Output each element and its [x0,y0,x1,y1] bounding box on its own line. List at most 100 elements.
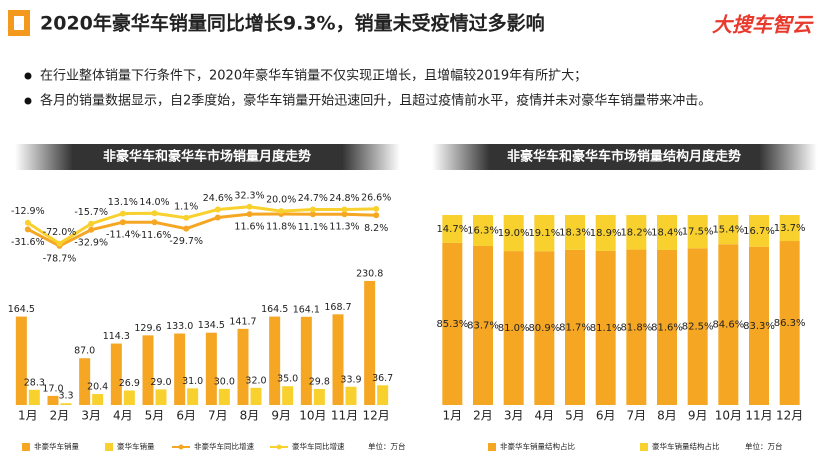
line-label: -32.9% [74,237,108,248]
bar [28,389,40,405]
bar-label: 19.0% [498,228,530,239]
bar [174,333,186,405]
bar [364,280,376,405]
line-label: 11.8% [266,222,296,233]
line-label: -11.4% [106,230,140,241]
bar-segment [687,248,708,405]
x-tick-label: 3月 [81,409,101,423]
bar [345,386,357,405]
bar-label: 164.5 [261,304,288,315]
legend-unit: 单位：万台 [368,441,406,451]
legend-label: 非豪华车销量结构占比 [500,441,575,451]
bar-label: 16.7% [743,226,775,237]
bar [282,386,294,405]
bar [332,314,344,405]
legend-label: 豪华车销量结构占比 [652,441,720,451]
line-point [24,219,31,226]
bar [79,358,91,405]
chart-title: 非豪华车和豪华车市场销量结构月度走势 [507,149,741,165]
bar [92,394,104,405]
line-point [341,206,348,213]
legend-label: 非豪华车同比增速 [194,441,254,451]
line-point [341,211,348,218]
x-tick-label: 5月 [145,409,165,423]
x-tick-label: 5月 [565,409,585,423]
title-icon-inner [14,16,24,30]
bar-label: 18.9% [590,228,622,239]
line-point [88,226,95,233]
line-label: -11.6% [138,230,172,241]
bar-label: 17.0 [42,383,63,394]
line-label: 24.7% [298,193,328,204]
chart-title: 非豪华车和豪华车市场销量月度走势 [103,149,311,165]
x-tick-label: 12月 [776,409,803,423]
bar-label: 83.3% [743,321,775,332]
bar-label: 26.9 [119,378,140,389]
line-point [373,212,380,219]
line-label: -31.6% [11,237,45,248]
line-label: 24.8% [329,193,359,204]
bar-label: 18.4% [651,227,683,238]
bar-label: 32.0 [245,375,266,386]
x-tick-label: 11月 [745,409,772,423]
bar [269,316,281,405]
bar-segment [565,249,585,405]
bar [47,395,59,405]
line-label: 8.2% [364,223,388,234]
legend-swatch [276,444,282,450]
chart-title-bar [15,144,400,170]
bar-label: 3.3 [58,391,73,402]
bar-label: 29.8 [309,376,330,387]
x-tick-label: 6月 [176,409,196,423]
x-tick-label: 4月 [535,409,555,423]
bar-label: 13.7% [774,223,806,234]
bar-label: 81.8% [620,322,652,333]
line-point [246,211,253,218]
x-tick-label: 4月 [113,409,133,423]
bar-label: 15.4% [712,225,744,236]
line-point [119,210,126,217]
legend-unit: 单位：万台 [745,441,783,451]
line-label: -15.7% [74,207,108,218]
bar [300,316,312,405]
bar-label: 82.5% [682,322,714,333]
bar-label: 19.1% [528,228,560,239]
bar-segment [473,215,493,246]
bar-segment [718,215,739,245]
line-point [309,206,316,213]
bar-segment [442,215,463,243]
x-tick-label: 10月 [299,409,326,423]
bar-label: 35.0 [277,374,298,385]
bar-label: 134.5 [198,320,225,331]
bar [218,388,230,405]
line-point [88,220,95,227]
x-tick-label: 9月 [271,409,291,423]
bar-label: 20.4 [87,382,108,393]
line-label: 14.0% [139,197,169,208]
line [27,205,377,246]
bar-label: 33.9 [340,374,361,385]
x-tick-label: 10月 [715,409,742,423]
bar [110,343,122,405]
bar-label: 81.0% [498,323,530,334]
x-tick-label: 11月 [331,409,358,423]
bar-segment [779,241,800,405]
bullet-dot [24,72,32,80]
bar-segment [503,215,524,252]
chart-title-bar [432,144,817,170]
bar [15,316,27,405]
x-tick-label: 12月 [363,409,390,423]
bar-label: 164.5 [8,304,35,315]
line-point [151,219,158,226]
bullet-text: 各月的销量数据显示，自2季度始，豪华车销量开始迅速回升，且超过疫情前水平，疫情并… [40,93,711,109]
bar-segment [595,215,616,251]
bar-segment [565,215,585,250]
bar-segment [626,249,647,405]
bar-label: 30.0 [214,376,235,387]
line-label: 32.3% [234,190,264,201]
bar-segment [718,244,739,405]
bar-segment [534,251,555,405]
line-label: 26.6% [361,192,391,203]
bar-label: 81.1% [590,323,622,334]
bullet-text: 在行业整体销量下行条件下，2020年豪华车销量不仅实现正增长，且增幅较2019年… [40,68,587,84]
